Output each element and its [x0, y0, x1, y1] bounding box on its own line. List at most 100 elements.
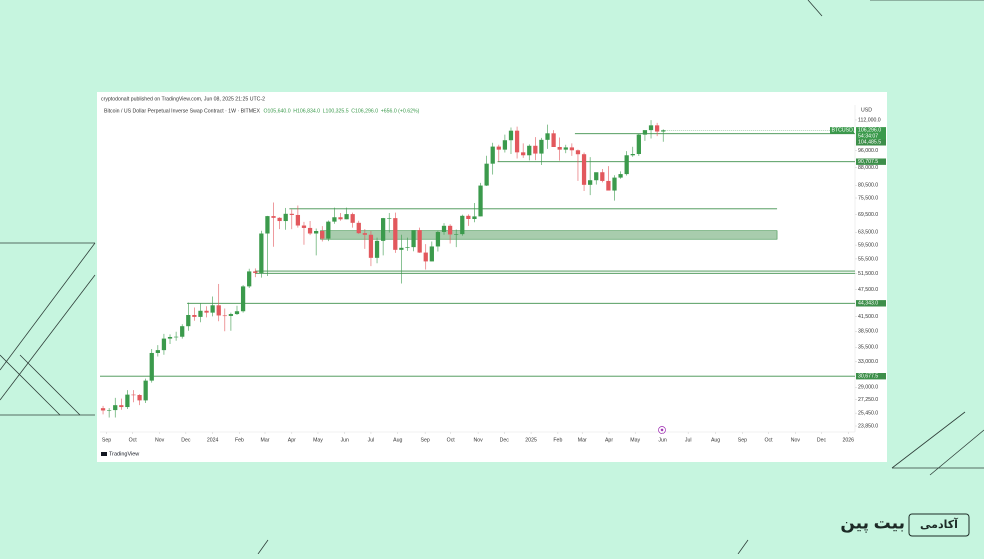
candle-body [417, 230, 422, 253]
candle-body [143, 380, 148, 401]
x-tick-label: Sep [102, 437, 111, 443]
x-tick-label: Aug [711, 437, 720, 443]
x-tick-label: Nov [473, 437, 483, 443]
event-marker[interactable] [658, 426, 666, 434]
candle-body [496, 146, 501, 150]
candle-body [563, 147, 568, 150]
candle-body [654, 125, 660, 132]
price-tag [856, 373, 886, 380]
x-tick-label: Oct [447, 437, 456, 443]
candle-body [648, 125, 654, 131]
candle-body [186, 314, 191, 327]
candle-body [539, 139, 544, 154]
price-tag [856, 139, 886, 146]
candle-body [600, 172, 605, 181]
candle-body [307, 227, 313, 234]
attribution: cryptodonalt published on TradingView.co… [101, 96, 265, 102]
candle-body [253, 271, 258, 273]
x-tick-label: Mar [261, 437, 270, 443]
y-tick-label: 51,500.0 [858, 271, 878, 277]
candle-body [368, 234, 374, 258]
candle-body [161, 338, 167, 351]
event-marker-icon: ◆ [660, 427, 664, 432]
candle-body [618, 174, 623, 178]
candle-body [569, 147, 575, 151]
candle-body [149, 352, 154, 381]
candle-body [405, 247, 410, 248]
candle-body [399, 247, 404, 250]
x-tick-label: 2025 [525, 437, 537, 443]
candle-body [502, 140, 508, 150]
candle-body [192, 314, 197, 317]
candle-body [283, 213, 288, 222]
x-tick-label: Oct [765, 437, 774, 443]
candle-body [314, 231, 319, 234]
candle-body [180, 326, 185, 337]
candle-body [447, 225, 453, 235]
candle-body [466, 215, 471, 219]
x-tick-label: Mar [578, 437, 587, 443]
candle-body [107, 410, 112, 411]
candle-body [234, 311, 240, 315]
price-tag-label: 104,485.5 [858, 140, 881, 146]
candle-body [521, 152, 526, 156]
brand-name: بیت پین [840, 513, 905, 533]
candle-body [100, 408, 106, 411]
candle-body [435, 231, 441, 247]
x-tick-label: Sep [738, 437, 747, 443]
x-tick-label: May [313, 437, 323, 443]
symbol-tag-bg [830, 127, 854, 134]
ohlc-label: L100,325.5 [323, 108, 349, 114]
candle-body [661, 130, 666, 132]
price-tag-label: 44,343.0 [858, 301, 878, 307]
y-tick-label: 47,500.0 [858, 287, 878, 293]
watermark-text: TradingView [109, 451, 139, 457]
candle-body [374, 240, 380, 258]
currency: USD [861, 107, 872, 113]
countdown: 54:34:07 [858, 134, 878, 140]
candle-body [606, 180, 611, 191]
candle-body [222, 315, 227, 317]
symbol-tag: BTCUSD.P [832, 128, 859, 134]
candle-body [423, 252, 428, 262]
y-tick-label: 41,500.0 [858, 314, 878, 320]
candle-body [265, 216, 270, 234]
y-tick-label: 112,000.0 [858, 117, 881, 123]
candle-body [472, 216, 477, 219]
y-tick-label: 55,500.0 [858, 256, 878, 262]
candle-body [344, 214, 349, 220]
y-tick-label: 23,850.0 [858, 423, 878, 429]
candle-body [137, 394, 142, 401]
candle-body [350, 214, 355, 223]
candle-body [216, 305, 221, 316]
x-tick-label: Apr [288, 437, 296, 443]
candle-body [581, 154, 587, 185]
y-tick-label: 88,000.0 [858, 165, 878, 171]
candle-body [210, 305, 215, 313]
x-tick-label: Oct [129, 437, 138, 443]
zone [320, 230, 778, 240]
x-tick-label: Feb [553, 437, 562, 443]
candle-body [259, 233, 264, 273]
x-tick-label: Jul [368, 437, 375, 443]
x-tick-label: Nov [155, 437, 165, 443]
x-tick-label: Aug [393, 437, 402, 443]
ohlc-label: O105,640.0 [264, 108, 291, 114]
y-tick-label: 29,000.0 [858, 385, 878, 391]
x-tick-label: Dec [817, 437, 827, 443]
x-tick-label: Jun [658, 437, 666, 443]
candle-body [588, 180, 593, 185]
candle-body [393, 218, 398, 250]
candle-body [198, 310, 203, 317]
candle-body [362, 233, 367, 235]
price-tag-label: 30,677.5 [858, 374, 878, 380]
candle-body [301, 225, 307, 228]
y-tick-label: 80,500.0 [858, 183, 878, 189]
price-tag [856, 300, 886, 307]
last-price-label: 106,296.0 [858, 128, 881, 134]
x-tick-label: Dec [181, 437, 191, 443]
price-tag-label: 90,707.5 [858, 159, 878, 165]
x-tick-label: 2024 [207, 437, 219, 443]
candle-body [338, 217, 343, 220]
